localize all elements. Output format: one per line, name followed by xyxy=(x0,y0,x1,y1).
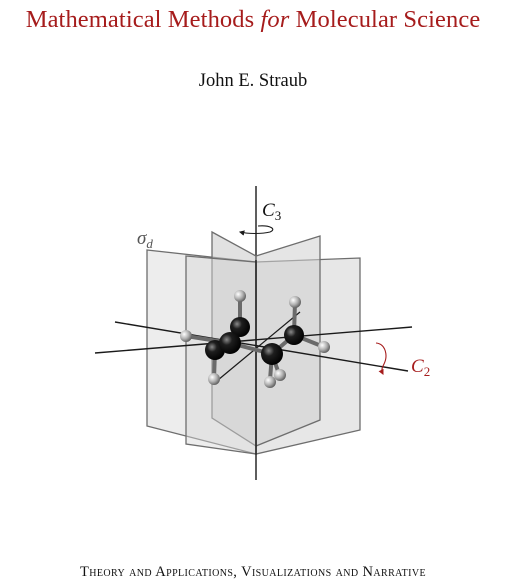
c2-axis-2 xyxy=(94,326,413,354)
hydrogen-atom xyxy=(234,290,246,302)
title-part-2: Molecular Science xyxy=(289,6,481,33)
c2-axis-1 xyxy=(114,321,409,372)
carbon-atom xyxy=(261,343,283,365)
title-emphasis: for xyxy=(260,6,290,33)
title-part-1: Mathematical Methods xyxy=(25,6,261,33)
c3-rotation-arrow xyxy=(238,225,274,236)
hydrogen-atom xyxy=(180,330,192,342)
hydrogen-atom xyxy=(289,296,301,308)
carbon-atom xyxy=(230,317,250,337)
hydrogen-atom xyxy=(274,369,286,381)
label-sigma-d: σd xyxy=(137,228,153,251)
book-title: Mathematical Methods for Molecular Scien… xyxy=(0,6,506,34)
hydrogen-atom xyxy=(264,376,276,388)
c2-axis-3 xyxy=(217,311,301,381)
label-c3: C3 xyxy=(262,200,281,223)
author-name: John E. Straub xyxy=(198,71,308,91)
carbon-atom xyxy=(284,325,304,345)
hydrogen-atom xyxy=(318,341,330,353)
hydrogen-atom xyxy=(208,373,220,385)
book-subtitle: Theory and Applications, Visualizations … xyxy=(79,564,427,580)
c2-rotation-arrow xyxy=(375,342,387,375)
label-c2: C2 xyxy=(411,356,430,379)
carbon-atom xyxy=(219,332,241,354)
